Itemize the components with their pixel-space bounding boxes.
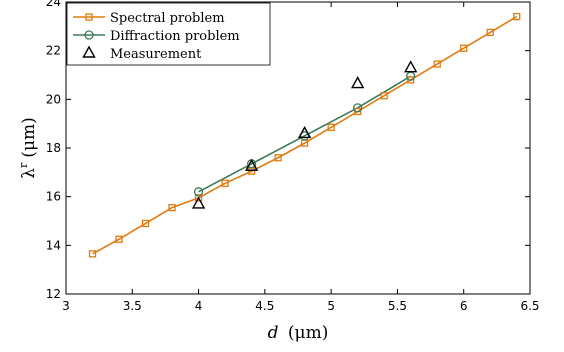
series-line-0 bbox=[92, 15, 518, 255]
legend-item-spectral: Spectral problem bbox=[73, 11, 225, 26]
y-axis-unit: (μm) bbox=[19, 117, 39, 157]
legend-label-measurement: Measurement bbox=[110, 47, 202, 62]
legend-label-spectral: Spectral problem bbox=[110, 11, 225, 26]
data-point-spectral bbox=[513, 12, 521, 21]
data-point-diffraction bbox=[193, 187, 204, 197]
y-tick-label: 24 bbox=[46, 0, 61, 9]
legend-square-marker bbox=[85, 13, 93, 21]
legend-triangle-marker bbox=[82, 45, 96, 58]
data-point-spectral bbox=[486, 28, 494, 37]
y-axis-sup: r bbox=[17, 162, 30, 168]
x-tick-label: 3.5 bbox=[123, 299, 142, 313]
data-point-spectral bbox=[433, 60, 441, 68]
x-tick-label: 4.5 bbox=[255, 299, 274, 313]
data-point-spectral bbox=[88, 250, 97, 258]
data-point-spectral bbox=[354, 107, 362, 116]
data-point-spectral bbox=[380, 92, 388, 100]
data-point-spectral bbox=[115, 235, 123, 243]
x-tick-label: 6 bbox=[460, 299, 468, 313]
y-tick-label: 12 bbox=[46, 287, 61, 301]
legend-box bbox=[66, 2, 271, 66]
data-point-measurement bbox=[297, 125, 312, 139]
y-axis-var: λ bbox=[19, 168, 39, 179]
legend: Spectral problem Diffraction problem Mea… bbox=[66, 2, 271, 66]
x-tick-label: 5 bbox=[327, 299, 335, 313]
y-tick-label: 14 bbox=[46, 238, 61, 252]
data-point-diffraction bbox=[353, 103, 363, 113]
data-point-measurement bbox=[350, 76, 365, 89]
y-axis-label: λr (μm) bbox=[17, 117, 39, 178]
x-tick-label: 6.5 bbox=[520, 299, 539, 313]
data-point-spectral bbox=[168, 203, 176, 212]
x-axis-label: d (μm) bbox=[268, 323, 329, 343]
y-tick-label: 20 bbox=[46, 92, 61, 106]
y-tick-label: 18 bbox=[46, 141, 61, 155]
x-axis-unit: (μm) bbox=[288, 323, 328, 343]
x-tick-label: 3 bbox=[62, 299, 70, 313]
data-point-measurement bbox=[191, 196, 206, 209]
series-line-1 bbox=[198, 75, 412, 193]
y-tick-label: 22 bbox=[46, 44, 61, 58]
axis-ticks: 3 3.5 4 4.5 5 5.5 6 6.5 12 14 16 18 20 22 24 bbox=[46, 0, 540, 313]
data-point-spectral bbox=[327, 123, 335, 131]
data-point-spectral bbox=[221, 179, 229, 187]
data-point-spectral bbox=[141, 219, 150, 228]
data-point-spectral bbox=[407, 76, 415, 84]
legend-item-measurement: Measurement bbox=[82, 45, 202, 62]
legend-label-diffraction: Diffraction problem bbox=[110, 29, 240, 44]
data-point-spectral bbox=[274, 154, 282, 162]
data-point-spectral bbox=[460, 44, 468, 52]
x-tick-label: 4 bbox=[195, 299, 203, 313]
x-axis-var: d bbox=[268, 323, 279, 343]
data-point-spectral bbox=[194, 194, 203, 202]
x-tick-label: 5.5 bbox=[388, 299, 407, 313]
legend-item-diffraction: Diffraction problem bbox=[73, 29, 240, 44]
y-tick-label: 16 bbox=[46, 190, 61, 204]
legend-circle-marker bbox=[84, 30, 94, 40]
data-point-measurement bbox=[404, 60, 418, 73]
data-point-measurement bbox=[244, 158, 259, 171]
series-lines bbox=[92, 15, 518, 255]
series-markers bbox=[88, 12, 521, 258]
